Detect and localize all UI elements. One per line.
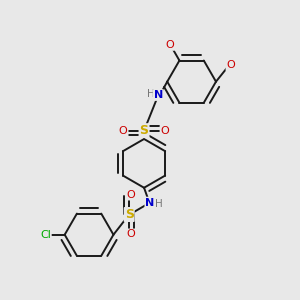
Text: H: H bbox=[147, 88, 155, 98]
Text: O: O bbox=[165, 40, 174, 50]
Text: O: O bbox=[126, 230, 135, 239]
Text: O: O bbox=[226, 60, 235, 70]
Text: O: O bbox=[160, 126, 169, 136]
Text: S: S bbox=[140, 124, 148, 137]
Text: N: N bbox=[146, 198, 154, 208]
Text: Cl: Cl bbox=[40, 230, 51, 240]
Text: O: O bbox=[126, 190, 135, 200]
Text: H: H bbox=[155, 199, 163, 209]
Text: N: N bbox=[154, 90, 163, 100]
Text: S: S bbox=[125, 208, 134, 221]
Text: O: O bbox=[119, 126, 128, 136]
